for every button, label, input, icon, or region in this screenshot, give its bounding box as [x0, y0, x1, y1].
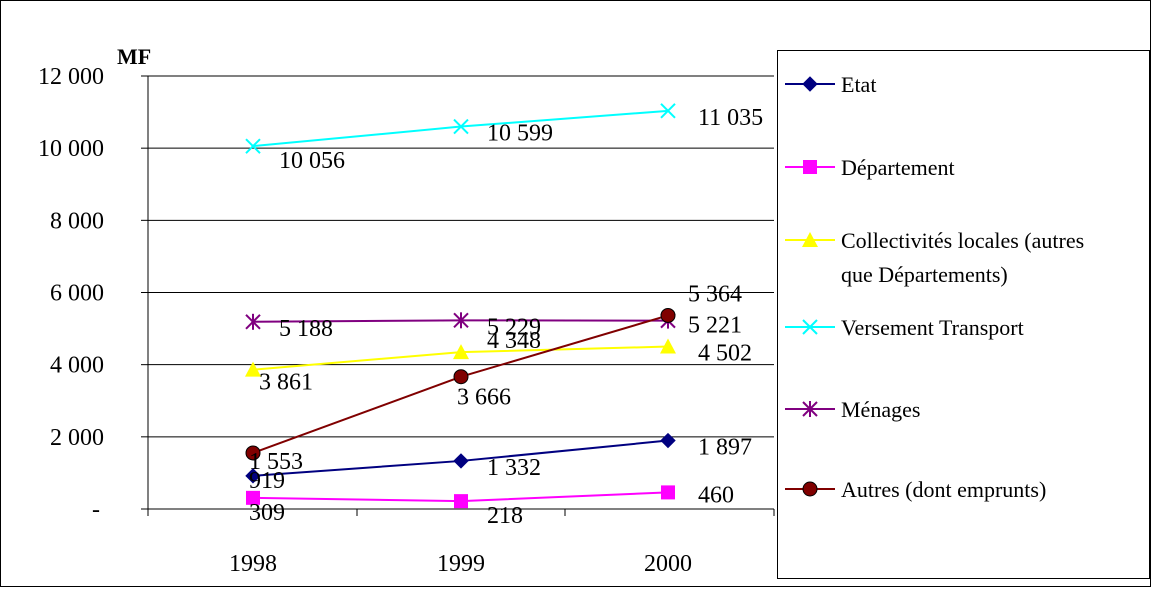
data-point [661, 308, 675, 322]
legend-marker [803, 160, 817, 174]
data-label: 3 666 [457, 385, 511, 411]
y-tick-label: 10 000 [38, 136, 104, 162]
legend-label: Etat [841, 72, 876, 97]
data-point [454, 494, 468, 508]
data-label: 5 221 [688, 313, 742, 339]
data-label: 5 188 [279, 316, 333, 342]
y-tick-label: 2 000 [50, 425, 104, 451]
y-tick-label: 8 000 [50, 208, 104, 234]
x-tick-label: 2000 [644, 551, 692, 577]
x-tick-label: 1999 [437, 551, 485, 577]
y-tick-label: - [92, 497, 100, 523]
data-label: 11 035 [698, 105, 763, 131]
data-label: 10 599 [487, 121, 553, 147]
data-label: 5 364 [688, 281, 742, 307]
y-axis-label: MF [117, 44, 151, 69]
data-label: 309 [249, 500, 285, 526]
data-label: 1 553 [249, 449, 303, 475]
data-label: 218 [487, 503, 523, 529]
data-label: 5 229 [487, 314, 541, 340]
data-label: 460 [698, 482, 734, 508]
y-tick-label: 4 000 [50, 353, 104, 379]
data-point [661, 485, 675, 499]
legend-label: Versement Transport [841, 315, 1024, 340]
legend-marker [803, 482, 817, 496]
legend-label: Autres (dont emprunts) [841, 477, 1046, 502]
data-label: 3 861 [259, 370, 313, 396]
data-label: 4 502 [698, 341, 752, 367]
y-tick-label: 6 000 [50, 281, 104, 307]
data-point [454, 370, 468, 384]
y-tick-label: 12 000 [38, 64, 104, 90]
data-label: 10 056 [279, 148, 345, 174]
legend-label: Ménages [841, 397, 920, 422]
legend-label: Département [841, 155, 955, 180]
x-tick-label: 1998 [229, 551, 277, 577]
data-label: 1 332 [487, 455, 541, 481]
data-label: 1 897 [698, 435, 752, 461]
